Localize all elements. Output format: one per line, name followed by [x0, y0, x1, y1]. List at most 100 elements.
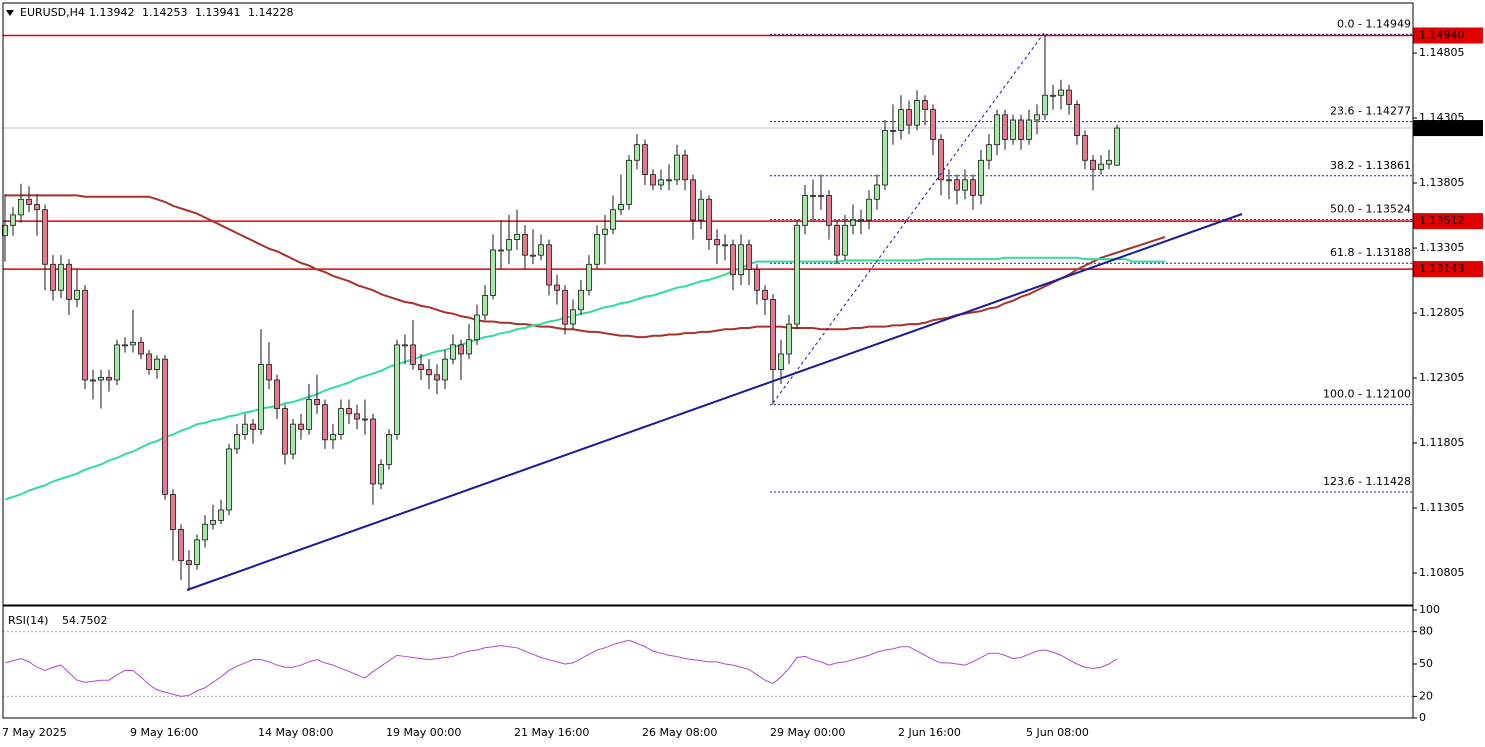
- candle-body: [10, 214, 16, 226]
- candle-body: [794, 224, 800, 325]
- x-tick-label: 19 May 00:00: [386, 726, 461, 739]
- candle-body: [26, 198, 32, 205]
- candle-body: [426, 369, 432, 376]
- candle-body: [106, 376, 112, 381]
- candle-body: [490, 249, 496, 296]
- candle-body: [642, 144, 648, 175]
- candle-body: [1074, 103, 1080, 136]
- candle-body: [114, 344, 120, 381]
- candle-body: [1066, 89, 1072, 105]
- fib-label: 100.0 - 1.12100: [1323, 388, 1411, 401]
- candle-body: [762, 289, 768, 300]
- candle-body: [610, 209, 616, 230]
- candle-body: [410, 344, 416, 365]
- candle-body: [74, 289, 80, 300]
- last-price-label: 1.14228: [1419, 121, 1465, 134]
- candle-body: [730, 244, 736, 276]
- candle-body: [466, 339, 472, 355]
- candle-body: [42, 209, 48, 265]
- candle-body: [210, 519, 216, 525]
- fib-label: 61.8 - 1.13188: [1330, 246, 1411, 259]
- x-tick-label: 2 Jun 16:00: [898, 726, 961, 739]
- candle-body: [386, 434, 392, 465]
- candle-body: [810, 194, 816, 197]
- level-label: 1.14940: [1419, 28, 1465, 41]
- candle-body: [514, 233, 520, 240]
- fib-label: 123.6 - 1.11428: [1323, 475, 1411, 488]
- y-tick-label: 1.12805: [1419, 306, 1465, 319]
- quote-low: 1.13941: [195, 6, 241, 19]
- candle-body: [706, 198, 712, 240]
- candle-body: [170, 493, 176, 530]
- candle-body: [194, 539, 200, 565]
- y-tick-label: 50: [1419, 657, 1433, 670]
- candle-body: [666, 179, 672, 182]
- candle-body: [858, 219, 864, 222]
- candle-body: [178, 529, 184, 562]
- candle-body: [770, 298, 776, 370]
- candle-body: [954, 179, 960, 191]
- candle-body: [362, 418, 368, 421]
- y-tick-label: 100: [1419, 603, 1440, 616]
- candle-body: [226, 448, 232, 511]
- candle-body: [242, 423, 248, 435]
- candle-body: [338, 408, 344, 435]
- quote-high: 1.14253: [142, 6, 188, 19]
- candle-body: [282, 408, 288, 455]
- candle-body: [130, 341, 136, 346]
- moving-average: [4, 256, 1165, 501]
- candle-body: [258, 363, 264, 430]
- y-tick-label: 1.11805: [1419, 436, 1465, 449]
- candle-body: [90, 379, 96, 382]
- level-label-box: [1413, 27, 1483, 44]
- level-label: 1.13512: [1419, 214, 1465, 227]
- quote-close: 1.14228: [248, 6, 294, 19]
- candle-body: [418, 363, 424, 370]
- candle-body: [442, 358, 448, 381]
- candle-body: [402, 344, 408, 347]
- candle-body: [274, 379, 280, 409]
- level-label: 1.13143: [1419, 262, 1465, 275]
- candle-body: [658, 179, 664, 186]
- candle-body: [122, 344, 128, 347]
- candle-body: [786, 323, 792, 355]
- rsi-value: 54.7502: [62, 614, 108, 627]
- candle-body: [1034, 114, 1040, 121]
- candles: [2, 34, 1120, 591]
- candle-body: [234, 434, 240, 450]
- candle-body: [250, 423, 256, 430]
- x-tick-label: 29 May 00:00: [770, 726, 845, 739]
- candle-body: [522, 233, 528, 256]
- main-panel-border: [2, 2, 1414, 606]
- candle-body: [978, 159, 984, 196]
- candle-body: [866, 198, 872, 221]
- candle-body: [154, 358, 160, 370]
- trend-line: [186, 213, 1243, 591]
- candle-body: [578, 289, 584, 311]
- candle-body: [474, 314, 480, 341]
- candle-body: [1114, 127, 1120, 166]
- y-tick-label: 20: [1419, 689, 1433, 702]
- fib-label: 23.6 - 1.14277: [1330, 105, 1411, 118]
- candle-body: [818, 194, 824, 197]
- candle-body: [162, 358, 168, 495]
- candle-body: [1090, 159, 1096, 170]
- rsi-panel-border: [2, 605, 1414, 719]
- candle-body: [746, 244, 752, 270]
- candle-body: [186, 560, 192, 565]
- candle-body: [1018, 119, 1024, 140]
- candle-body: [298, 423, 304, 430]
- level-label-box: [1413, 213, 1483, 230]
- candle-body: [498, 249, 504, 252]
- x-tick-label: 21 May 16:00: [514, 726, 589, 739]
- y-tick-label: 1.10805: [1419, 566, 1465, 579]
- candle-body: [674, 154, 680, 181]
- candle-body: [994, 114, 1000, 146]
- candle-body: [482, 295, 488, 316]
- candle-body: [650, 174, 656, 186]
- fib-label: 38.2 - 1.13861: [1330, 159, 1411, 172]
- x-tick-label: 26 May 08:00: [642, 726, 717, 739]
- candle-body: [378, 464, 384, 485]
- candle-body: [586, 263, 592, 291]
